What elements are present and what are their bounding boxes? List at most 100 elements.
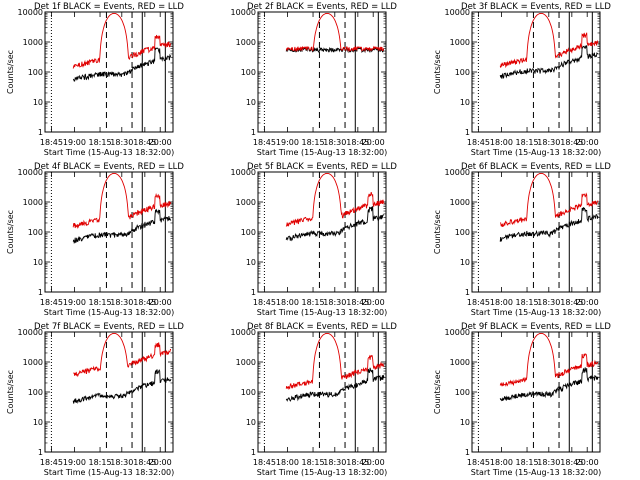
panel-title: Det 2f BLACK = Events, RED = LLD xyxy=(247,2,397,12)
y-tick-label: 10000 xyxy=(231,168,256,177)
y-tick-label: 100 xyxy=(241,68,256,77)
series-line-events xyxy=(72,369,172,405)
plot-frame xyxy=(257,331,387,453)
y-tick-label: 1 xyxy=(251,288,256,297)
y-tick-label: 10 xyxy=(246,258,256,267)
y-tick-label: 1000 xyxy=(450,358,470,367)
x-tick-label: 18:45 xyxy=(467,138,490,147)
plot-frame xyxy=(471,11,601,133)
y-tick-label: 1000 xyxy=(450,198,470,207)
x-tick-label: 20:00 xyxy=(362,298,385,307)
x-tick-label: 18:30 xyxy=(323,298,346,307)
series-line-lld xyxy=(499,332,599,388)
x-axis-title: Start Time (15-Aug-13 18:32:00) xyxy=(471,468,602,477)
y-tick-label: 1000 xyxy=(23,358,43,367)
plot-frame xyxy=(44,11,174,133)
x-tick-label: 18:45 xyxy=(560,458,583,467)
y-axis-title: Counts/sec xyxy=(6,370,15,414)
y-tick-label: 10 xyxy=(460,98,470,107)
x-tick-label: 20:00 xyxy=(362,138,385,147)
series-line-events xyxy=(285,367,385,402)
y-tick-label: 1 xyxy=(38,288,43,297)
series-line-lld xyxy=(499,12,599,69)
y-axis-title: Counts/sec xyxy=(6,50,15,94)
x-tick-label: 18:30 xyxy=(537,138,560,147)
x-tick-label: 18:45 xyxy=(40,138,63,147)
y-tick-label: 1 xyxy=(465,448,470,457)
x-tick-label: 18:15 xyxy=(89,298,112,307)
plot-frame xyxy=(44,171,174,293)
x-tick-label: 20:00 xyxy=(149,138,172,147)
x-tick-label: 18:00 xyxy=(276,458,299,467)
x-tick-label: 18:45 xyxy=(346,138,369,147)
x-tick-label: 18:45 xyxy=(40,298,63,307)
x-tick-label: 19:00 xyxy=(63,138,86,147)
x-tick-label: 18:15 xyxy=(89,138,112,147)
series-line-events xyxy=(499,207,599,242)
x-tick-label: 18:15 xyxy=(89,458,112,467)
panel-title: Det 9f BLACK = Events, RED = LLD xyxy=(461,322,611,332)
x-tick-label: 18:15 xyxy=(302,458,325,467)
x-axis-title: Start Time (15-Aug-13 18:32:00) xyxy=(44,308,175,317)
x-tick-label: 18:30 xyxy=(537,298,560,307)
series-line-events xyxy=(285,205,385,242)
x-tick-label: 18:30 xyxy=(110,138,133,147)
x-tick-label: 18:15 xyxy=(516,138,539,147)
plot-frame xyxy=(257,11,387,133)
y-tick-label: 10 xyxy=(33,418,43,427)
x-tick-label: 20:00 xyxy=(149,298,172,307)
y-tick-label: 1000 xyxy=(236,38,256,47)
x-tick-label: 20:00 xyxy=(576,458,599,467)
x-tick-label: 18:45 xyxy=(467,298,490,307)
y-tick-label: 10 xyxy=(246,418,256,427)
x-tick-label: 18:30 xyxy=(537,458,560,467)
y-tick-label: 1000 xyxy=(236,358,256,367)
x-tick-label: 18:00 xyxy=(490,138,513,147)
x-axis-title: Start Time (15-Aug-13 18:32:00) xyxy=(44,468,175,477)
y-tick-label: 1000 xyxy=(450,38,470,47)
x-tick-label: 18:00 xyxy=(276,298,299,307)
x-axis-title: Start Time (15-Aug-13 18:32:00) xyxy=(257,148,388,157)
y-tick-label: 1 xyxy=(251,128,256,137)
x-tick-label: 18:45 xyxy=(133,458,156,467)
x-tick-label: 18:30 xyxy=(323,458,346,467)
x-tick-label: 18:30 xyxy=(323,138,346,147)
series-line-lld xyxy=(72,12,172,69)
y-tick-label: 100 xyxy=(241,388,256,397)
y-tick-label: 10 xyxy=(33,98,43,107)
y-tick-label: 100 xyxy=(455,228,470,237)
x-axis-title: Start Time (15-Aug-13 18:32:00) xyxy=(257,468,388,477)
y-tick-label: 1 xyxy=(465,288,470,297)
y-tick-label: 1 xyxy=(38,448,43,457)
x-tick-label: 18:45 xyxy=(560,138,583,147)
x-tick-label: 20:00 xyxy=(576,138,599,147)
x-tick-label: 18:45 xyxy=(467,458,490,467)
series-line-lld xyxy=(500,172,599,227)
panel-title: Det 3f BLACK = Events, RED = LLD xyxy=(461,2,611,12)
x-tick-label: 18:45 xyxy=(560,298,583,307)
x-tick-label: 18:15 xyxy=(516,458,539,467)
x-tick-label: 19:00 xyxy=(63,298,86,307)
y-tick-label: 1000 xyxy=(236,198,256,207)
y-tick-label: 100 xyxy=(28,228,43,237)
x-axis-title: Start Time (15-Aug-13 18:32:00) xyxy=(471,148,602,157)
series-line-lld xyxy=(285,12,385,53)
y-tick-label: 10 xyxy=(33,258,43,267)
y-tick-label: 100 xyxy=(455,388,470,397)
y-tick-label: 1 xyxy=(251,448,256,457)
x-tick-label: 18:45 xyxy=(253,138,276,147)
y-axis-title: Counts/sec xyxy=(433,370,442,414)
series-line-events xyxy=(72,46,172,82)
series-line-events xyxy=(72,208,172,245)
y-tick-label: 10000 xyxy=(445,328,470,337)
x-tick-label: 18:45 xyxy=(253,458,276,467)
panel-title: Det 6f BLACK = Events, RED = LLD xyxy=(461,162,611,172)
x-tick-label: 18:45 xyxy=(133,298,156,307)
y-tick-label: 10000 xyxy=(18,168,43,177)
